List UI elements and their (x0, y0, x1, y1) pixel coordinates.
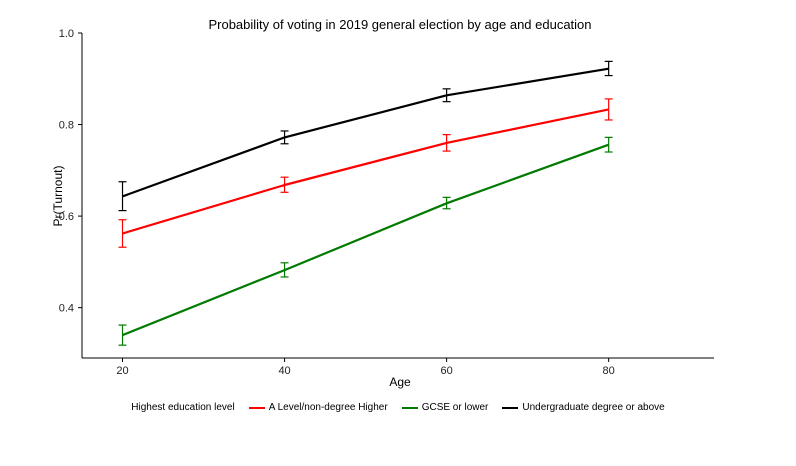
series-1 (118, 136, 613, 346)
y-tick-label: 0.6 (59, 211, 74, 223)
x-tick-label: 20 (116, 365, 128, 377)
error-bar (118, 181, 127, 212)
y-axis-ticks: 0.4 0.6 0.8 1.0 (59, 28, 82, 315)
chart-title: Probability of voting in 2019 general el… (208, 17, 591, 32)
x-axis-ticks: 20 40 60 80 (116, 358, 615, 377)
series-0 (118, 98, 613, 248)
y-tick-label: 0.8 (59, 120, 74, 132)
x-tick-label: 40 (278, 365, 290, 377)
legend-label-undergraduate: Undergraduate degree or above (522, 402, 665, 413)
series-layer (118, 60, 613, 346)
x-axis-label: Age (389, 375, 411, 389)
error-bar (442, 196, 451, 210)
legend-item-gcse: GCSE or lower (401, 402, 489, 413)
legend-label-a-level: A Level/non-degree Higher (268, 402, 388, 413)
x-tick-label: 60 (440, 365, 452, 377)
legend-item-undergraduate: Undergraduate degree or above (502, 402, 665, 413)
legend-label-gcse: GCSE or lower (421, 402, 489, 413)
plot-area (81, 33, 714, 359)
legend-key-a-level (248, 406, 265, 409)
series-line (122, 67, 609, 198)
y-tick-label: 0.4 (59, 303, 74, 315)
legend-item-a-level: A Level/non-degree Higher (248, 402, 388, 413)
series-line (122, 143, 610, 337)
y-tick-label: 1.0 (59, 28, 74, 40)
series-2 (118, 60, 613, 212)
error-bar (604, 60, 613, 77)
series-line (122, 108, 609, 235)
legend-key-gcse (401, 406, 418, 409)
legend: Highest education level A Level/non-degr… (0, 402, 796, 413)
legend-title: Highest education level (131, 402, 235, 413)
y-axis-label: Pr(Turnout) (51, 166, 65, 227)
legend-key-undergraduate (502, 406, 519, 409)
error-bar (280, 262, 289, 278)
error-bar (280, 176, 289, 193)
x-tick-label: 80 (603, 365, 615, 377)
turnout-chart: Probability of voting in 2019 general el… (51, 17, 714, 389)
